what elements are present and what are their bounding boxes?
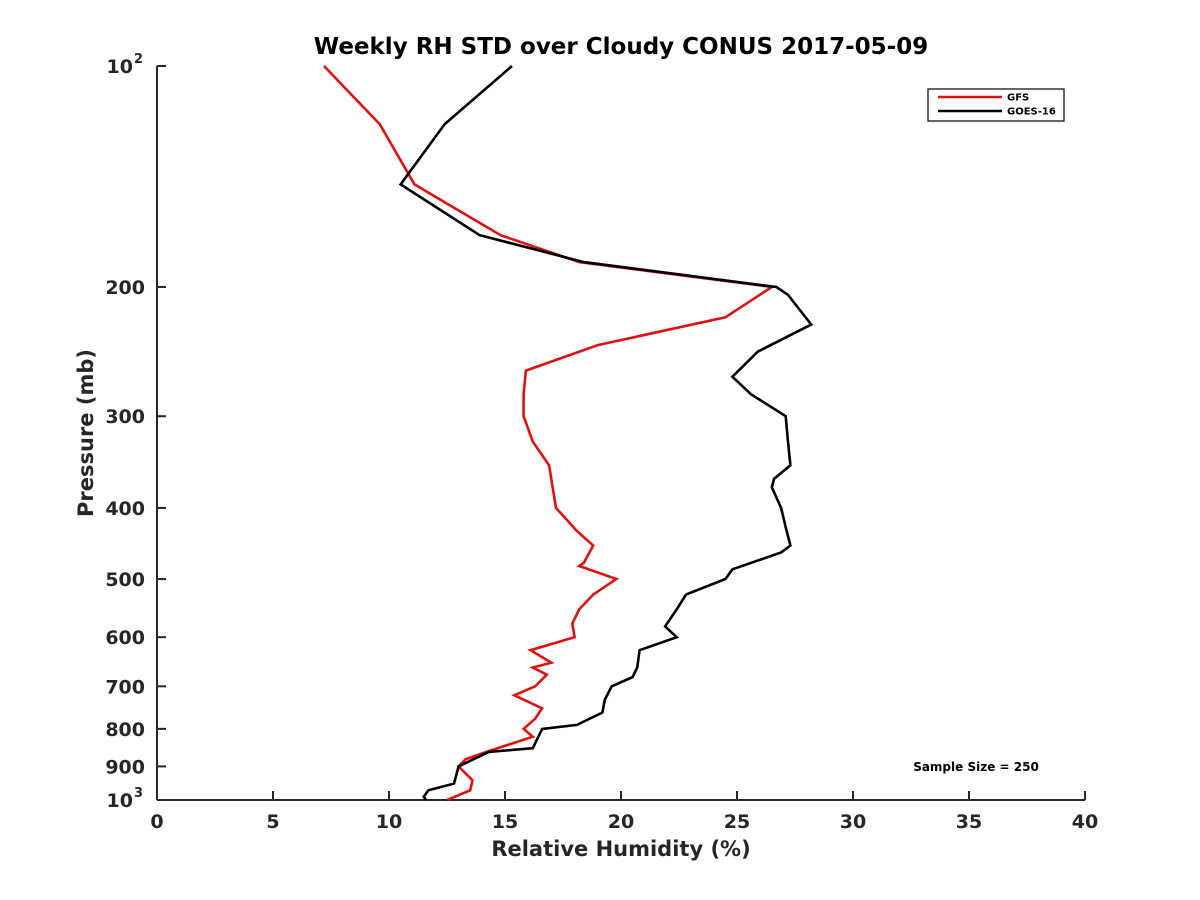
series-lines: [323, 65, 814, 802]
legend-label: GFS: [1007, 93, 1029, 104]
x-tick-label: 15: [492, 811, 518, 833]
series-line-goes-16: [398, 65, 814, 801]
legend-box: [927, 88, 1065, 122]
x-tick-label: 0: [150, 811, 163, 833]
y-tick-label: 10: [107, 790, 133, 812]
y-tick-label: 10: [107, 56, 133, 78]
x-tick-label: 5: [266, 811, 279, 833]
y-tick-exponent: 2: [134, 52, 143, 67]
y-tick-label: 500: [105, 569, 145, 591]
y-tick-label: 800: [105, 719, 145, 741]
x-tick-label: 30: [840, 811, 866, 833]
x-tick-label: 25: [724, 811, 750, 833]
sample-size-annotation: Sample Size = 250: [913, 760, 1039, 774]
y-tick-exponent: 3: [134, 786, 143, 801]
x-tick-label: 20: [608, 811, 634, 833]
y-tick-label: 700: [105, 676, 145, 698]
legend-label: GOES-16: [1007, 107, 1056, 118]
y-tick-label: 400: [105, 498, 145, 520]
legend: GFS GOES-16: [927, 88, 1065, 122]
x-axis-ticks: 0 5 10 15 20 25 30 35 40: [150, 791, 1098, 833]
y-tick-label: 300: [105, 406, 145, 428]
chart-title: Weekly RH STD over Cloudy CONUS 2017-05-…: [314, 34, 928, 60]
y-tick-label: 600: [105, 627, 145, 649]
x-axis-label: Relative Humidity (%): [491, 837, 750, 861]
x-tick-label: 40: [1072, 811, 1098, 833]
x-tick-label: 10: [376, 811, 402, 833]
y-axis-label: Pressure (mb): [74, 349, 98, 517]
x-tick-label: 35: [956, 811, 982, 833]
series-line-gfs: [323, 65, 776, 802]
y-tick-label: 200: [105, 277, 145, 299]
y-tick-label: 900: [105, 756, 145, 778]
axes-frame: [156, 66, 1085, 801]
